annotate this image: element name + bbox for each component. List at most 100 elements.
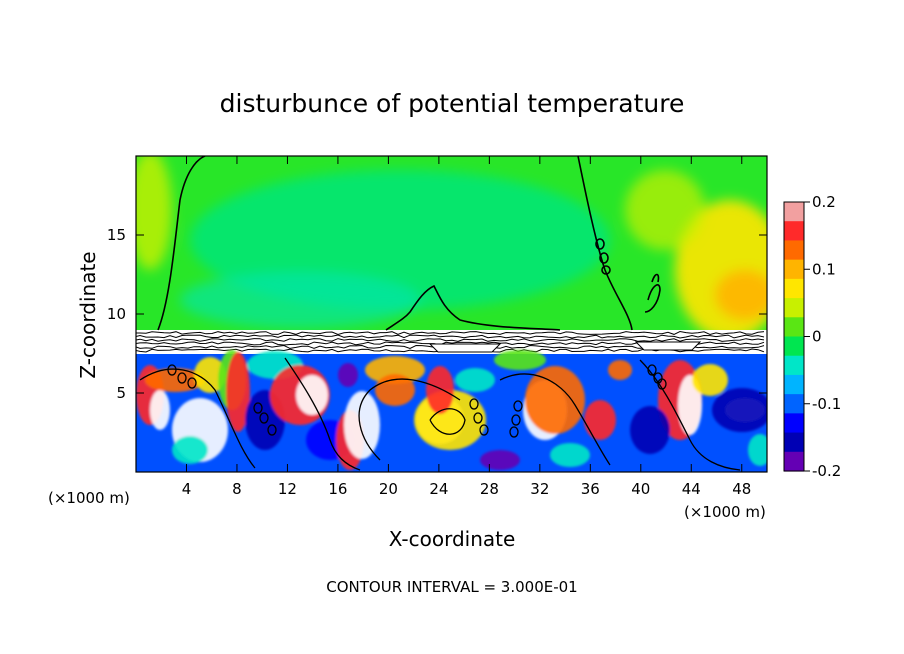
contour-line xyxy=(577,156,633,331)
contour-line xyxy=(187,377,197,389)
colorbar-swatch xyxy=(784,317,804,338)
upper-right-warm-region xyxy=(715,270,767,320)
turbulence-blob xyxy=(365,356,425,384)
colorbar-swatch xyxy=(784,394,804,414)
colorbar-swatch xyxy=(784,298,804,318)
contour-lines xyxy=(139,357,741,471)
x-tick-label: 48 xyxy=(732,480,751,498)
turbulence-blob xyxy=(692,364,728,396)
turbulence-blob xyxy=(172,436,208,464)
x-tick-label: 40 xyxy=(631,480,650,498)
colorbar-tick-label: -0.2 xyxy=(812,462,841,480)
contour-line xyxy=(157,156,206,331)
y-ticks: 5 10 15 xyxy=(107,226,767,402)
x-tick-label: 16 xyxy=(328,480,347,498)
contour-line xyxy=(267,424,277,436)
x-unit-left: (×1000 m) xyxy=(48,489,130,507)
upper-cyan-region xyxy=(180,272,420,328)
heatmap-field xyxy=(136,156,767,472)
turbulence-blob xyxy=(608,360,632,380)
x-axis-label: X-coordinate xyxy=(389,527,516,551)
band-contour-line xyxy=(136,330,765,336)
x-tick-label: 24 xyxy=(429,480,448,498)
contour-line xyxy=(253,402,263,414)
turbulence-blob xyxy=(426,366,454,414)
contour-line xyxy=(499,373,611,466)
contour-line xyxy=(509,426,519,438)
turbulence-blob xyxy=(748,434,767,466)
turbulence-blob xyxy=(145,368,205,392)
contour-line xyxy=(177,372,187,384)
colorbar-swatch xyxy=(784,451,804,472)
colorbar-tick-label: -0.1 xyxy=(812,395,841,413)
band-contour-line xyxy=(136,334,765,339)
colorbar-swatch xyxy=(784,336,804,357)
turbulence-blob xyxy=(338,363,358,387)
y-axis-label: Z-coordinate xyxy=(76,251,100,378)
contour-line xyxy=(469,398,479,410)
turbulence-blob xyxy=(480,450,520,470)
colorbar-tick-label: 0.1 xyxy=(812,260,836,278)
colorbar-swatch xyxy=(784,413,804,434)
turbulence-blob xyxy=(226,352,250,432)
contour-line xyxy=(595,238,605,250)
turbulence-blob xyxy=(550,443,590,467)
contour-line xyxy=(644,284,661,313)
contour-line xyxy=(599,252,609,264)
chart-title: disturbunce of potential temperature xyxy=(220,89,685,118)
x-tick-label: 36 xyxy=(581,480,600,498)
contour-lines xyxy=(157,156,661,331)
contour-line xyxy=(385,284,561,331)
contour-line xyxy=(139,368,256,469)
contour-line xyxy=(513,400,523,412)
x-tick-label: 12 xyxy=(278,480,297,498)
colorbar xyxy=(784,202,804,472)
band-contours xyxy=(136,330,765,353)
colorbar-tick-label: 0 xyxy=(812,328,822,346)
turbulence-blob xyxy=(494,350,546,370)
x-ticks: 4 8 12 16 20 24 28 32 36 40 44 48 xyxy=(182,156,751,498)
contour-line xyxy=(639,359,741,471)
turbulence-blob xyxy=(630,406,670,454)
turbulence-blob xyxy=(194,357,226,393)
turbulence-blob xyxy=(525,366,585,434)
contour-interval-note: CONTOUR INTERVAL = 3.000E-01 xyxy=(326,578,577,596)
colorbar-swatch xyxy=(784,202,804,222)
colorbar-swatch xyxy=(784,355,804,376)
contour-line xyxy=(511,414,521,426)
turbulence-blob xyxy=(584,400,616,440)
colorbar-swatch xyxy=(784,221,804,242)
contour-line xyxy=(429,408,466,435)
contour-line xyxy=(651,273,660,283)
y-tick-label: 15 xyxy=(107,226,126,244)
turbulence-blob xyxy=(712,388,767,432)
colorbar-swatch xyxy=(784,374,804,395)
contour-line xyxy=(284,357,361,471)
colorbar-swatch xyxy=(784,432,804,453)
x-tick-label: 20 xyxy=(379,480,398,498)
upper-left-warm-region xyxy=(136,156,172,270)
contour-line xyxy=(657,378,667,390)
colorbar-swatch xyxy=(784,278,804,299)
colorbar-tick-label: 0.2 xyxy=(812,193,836,211)
lower-turbulence xyxy=(136,350,767,470)
upper-right-green-region xyxy=(625,170,705,250)
x-tick-label: 32 xyxy=(530,480,549,498)
contour-line xyxy=(479,424,489,436)
band-contour-line xyxy=(428,343,502,353)
y-tick-label: 5 xyxy=(116,384,126,402)
contour-line xyxy=(647,364,657,376)
contour-line xyxy=(358,378,461,461)
contour-line xyxy=(259,412,269,424)
band-contour-line xyxy=(136,338,765,342)
turbulence-blob xyxy=(455,368,495,392)
x-tick-label: 8 xyxy=(232,480,242,498)
turbulence-blob xyxy=(296,375,328,415)
x-tick-label: 28 xyxy=(480,480,499,498)
x-unit-right: (×1000 m) xyxy=(684,503,766,521)
contour-line xyxy=(473,412,483,424)
colorbar-ticks: 0.2 0.1 0 -0.1 -0.2 xyxy=(804,193,841,480)
colorbar-swatch xyxy=(784,259,804,280)
colorbar-swatch xyxy=(784,240,804,261)
